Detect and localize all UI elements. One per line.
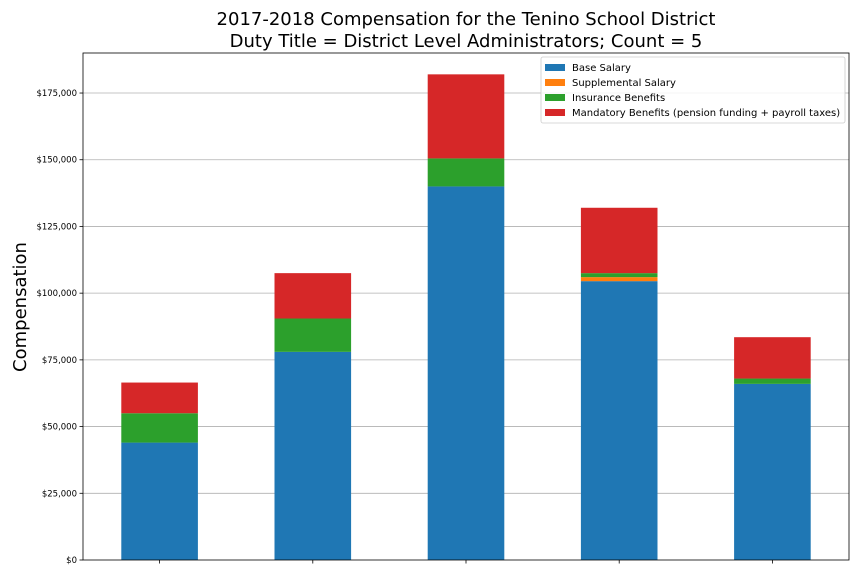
legend-label: Base Salary bbox=[572, 63, 631, 74]
bar-segment bbox=[274, 273, 352, 319]
bar-segment bbox=[274, 318, 352, 352]
bar-segment bbox=[580, 281, 658, 560]
bar-segment bbox=[121, 442, 198, 560]
legend: Base Salary Supplemental Salary Insurance … bbox=[540, 56, 846, 124]
bar-segment bbox=[427, 186, 505, 560]
legend-swatch bbox=[545, 94, 565, 101]
y-axis-label: Compensation bbox=[10, 242, 31, 372]
y-tick-label: $150,000 bbox=[36, 156, 77, 166]
y-tick-label: $175,000 bbox=[36, 89, 77, 99]
legend-swatch bbox=[545, 79, 565, 86]
y-tick-label: $50,000 bbox=[42, 423, 77, 433]
y-tick-label: $125,000 bbox=[36, 222, 77, 232]
bar-segment bbox=[734, 383, 811, 560]
bars-layer bbox=[121, 74, 811, 560]
bar-segment bbox=[274, 351, 352, 560]
bar-segment bbox=[580, 273, 658, 278]
legend-box bbox=[540, 56, 846, 124]
legend-label: Insurance Benefits bbox=[572, 93, 665, 104]
y-tick-label: $100,000 bbox=[36, 289, 77, 299]
y-tick-label: $25,000 bbox=[42, 489, 77, 499]
bar-segment bbox=[734, 337, 811, 379]
bar-segment bbox=[427, 74, 505, 159]
bar-segment bbox=[580, 207, 658, 274]
y-tick-label: $0 bbox=[66, 556, 77, 566]
legend-label: Mandatory Benefits (pension funding + pa… bbox=[572, 108, 840, 119]
plot-frame bbox=[82, 52, 850, 561]
axes-layer: $0 $25,000 $50,000 $75,000 $100,000 $125,000 $… bbox=[36, 52, 850, 566]
chart-title-line-1: 2017-2018 Compensation for the Tenino Sc… bbox=[217, 9, 716, 30]
legend-swatch bbox=[545, 109, 565, 116]
bar-segment bbox=[121, 413, 198, 443]
y-tick-label: $75,000 bbox=[42, 356, 77, 366]
bar-segment bbox=[734, 378, 811, 384]
chart-title-line-2: Duty Title = District Level Administrato… bbox=[230, 31, 703, 52]
bar-segment bbox=[580, 277, 658, 282]
bar-segment bbox=[121, 382, 198, 414]
legend-swatch bbox=[545, 64, 565, 71]
legend-label: Supplemental Salary bbox=[572, 78, 676, 89]
bar-segment bbox=[427, 158, 505, 187]
